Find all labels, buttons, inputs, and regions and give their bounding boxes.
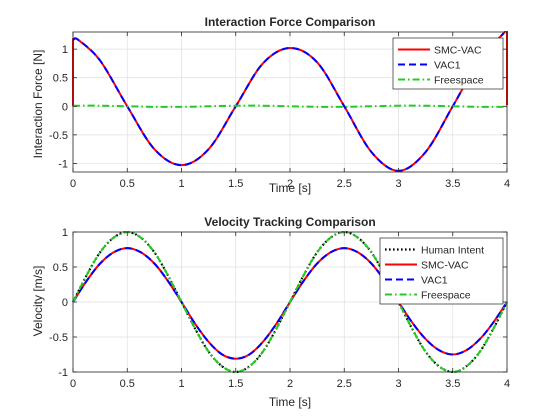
force-x-tick-label: 1.5 — [228, 178, 243, 190]
velocity-legend: Human Intent SMC-VAC VAC1 Freespace — [379, 237, 504, 305]
velocity-legend-box — [379, 237, 504, 305]
force-y-tick-label: 0.5 — [53, 73, 68, 85]
force-legend-label-smc-vac: SMC-VAC — [434, 45, 482, 57]
velocity-legend-label-human-intent: Human Intent — [421, 245, 484, 257]
force-x-tick-label: 0 — [70, 178, 76, 190]
force-x-tick-label: 0.5 — [120, 178, 135, 190]
velocity-x-tick-label: 1 — [178, 378, 184, 390]
force-chart-title: Interaction Force Comparison — [205, 15, 376, 29]
force-x-tick-label: 2 — [287, 178, 293, 190]
velocity-y-tick-label: 0.5 — [53, 262, 68, 274]
force-legend-label-freespace: Freespace — [434, 75, 484, 87]
force-y-tick-label: -1 — [58, 158, 68, 170]
velocity-legend-label-smc-vac: SMC-VAC — [421, 260, 469, 272]
velocity-legend-label-vac1: VAC1 — [421, 275, 448, 287]
force-series-group — [72, 31, 508, 172]
velocity-y-tick-label: -1 — [58, 367, 68, 379]
force-x-tick-label: 1 — [178, 178, 184, 190]
velocity-x-axis-label: Time [s] — [269, 395, 311, 409]
force-x-tick-label: 4 — [504, 178, 510, 190]
force-x-tick-label: 2.5 — [337, 178, 352, 190]
velocity-y-tick-label: 0 — [62, 297, 68, 309]
force-subplot: Interaction Force Comparison Time [s] In… — [31, 15, 510, 195]
force-y-axis-label: Interaction Force [N] — [31, 50, 45, 159]
velocity-x-tick-label: 1.5 — [228, 378, 243, 390]
velocity-series-freespace — [72, 231, 508, 373]
force-x-tick-label: 3 — [395, 178, 401, 190]
force-y-tick-label: 1 — [62, 44, 68, 56]
force-x-axis-label: Time [s] — [269, 181, 311, 195]
force-y-tick-label: 0 — [62, 101, 68, 113]
velocity-subplot: Velocity Tracking Comparison Time [s] Ve… — [31, 215, 510, 409]
velocity-x-tick-label: 3 — [395, 378, 401, 390]
velocity-x-tick-label: 0.5 — [120, 378, 135, 390]
velocity-y-axis-label: Velocity [m/s] — [31, 266, 45, 337]
force-x-tick-label: 3.5 — [445, 178, 460, 190]
force-ticks: 0 0.5 1 1.5 2 2.5 3 3.5 4 -1 -0.5 0 0.5 1 — [49, 32, 510, 190]
velocity-chart-title: Velocity Tracking Comparison — [204, 215, 375, 229]
velocity-x-tick-label: 2 — [287, 378, 293, 390]
force-legend: SMC-VAC VAC1 Freespace — [392, 37, 504, 90]
velocity-ticks: 0 0.5 1 1.5 2 2.5 3 3.5 4 -1 -0.5 0 0.5 1 — [49, 227, 510, 390]
force-series-vac1 — [72, 32, 505, 172]
force-legend-label-vac1: VAC1 — [434, 60, 461, 72]
force-y-tick-label: -0.5 — [49, 130, 68, 142]
velocity-legend-label-freespace: Freespace — [421, 290, 471, 302]
velocity-y-tick-label: 1 — [62, 227, 68, 239]
velocity-x-tick-label: 2.5 — [337, 378, 352, 390]
velocity-series-group — [72, 231, 508, 373]
force-series-freespace — [72, 104, 508, 108]
velocity-y-tick-label: -0.5 — [49, 332, 68, 344]
velocity-x-tick-label: 4 — [504, 378, 510, 390]
velocity-x-tick-label: 0 — [70, 378, 76, 390]
velocity-series-human-intent — [72, 231, 508, 373]
velocity-x-tick-label: 3.5 — [445, 378, 460, 390]
